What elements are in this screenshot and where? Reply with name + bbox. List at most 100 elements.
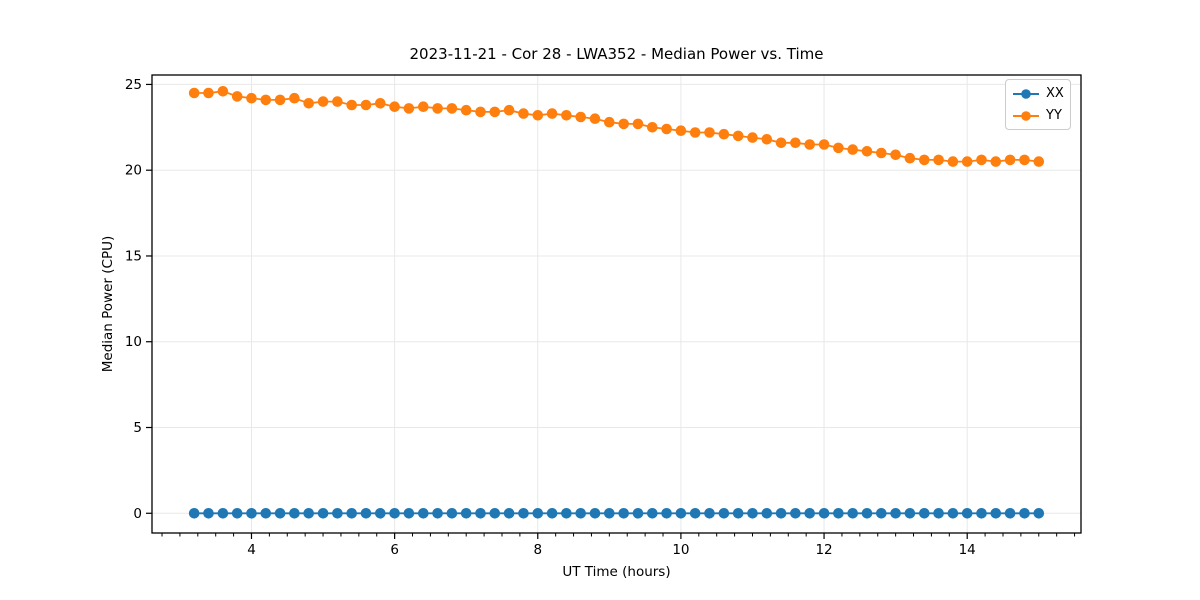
data-point-yy — [675, 125, 687, 136]
data-point-xx — [217, 508, 229, 519]
data-point-xx — [460, 508, 472, 519]
data-point-yy — [718, 128, 730, 140]
y-tick-label: 25 — [125, 77, 142, 93]
data-point-xx — [188, 508, 200, 519]
data-point-yy — [389, 101, 400, 112]
data-point-yy — [847, 144, 858, 155]
data-point-yy — [575, 111, 586, 123]
data-point-xx — [689, 508, 701, 519]
data-point-xx — [561, 508, 572, 519]
data-point-yy — [432, 103, 443, 114]
data-point-yy — [460, 104, 472, 116]
data-point-xx — [890, 508, 901, 519]
data-point-xx — [446, 508, 458, 519]
legend-marker-xx-icon — [1013, 88, 1039, 99]
data-point-xx — [1033, 508, 1045, 519]
legend-item-xx: XX — [1012, 84, 1064, 103]
data-point-yy — [775, 137, 787, 149]
data-point-xx — [260, 508, 272, 519]
data-point-xx — [961, 508, 973, 519]
data-point-xx — [418, 508, 429, 519]
data-point-yy — [561, 110, 572, 121]
data-point-yy — [604, 116, 615, 128]
data-point-xx — [475, 508, 486, 519]
data-point-xx — [1019, 508, 1030, 519]
data-point-xx — [661, 508, 672, 519]
data-point-yy — [274, 94, 286, 106]
axes-spines — [151, 74, 1082, 534]
data-point-xx — [274, 508, 286, 519]
data-point-yy — [732, 130, 744, 142]
data-point-xx — [876, 508, 887, 519]
data-point-yy — [1004, 154, 1016, 166]
data-point-xx — [375, 508, 386, 519]
data-point-yy — [1019, 154, 1030, 166]
data-point-xx — [847, 508, 858, 519]
data-point-xx — [546, 508, 558, 519]
data-point-xx — [804, 508, 815, 519]
data-point-yy — [904, 152, 916, 164]
series-xx — [188, 508, 1045, 519]
data-point-xx — [575, 508, 586, 519]
data-point-xx — [618, 508, 629, 519]
data-point-yy — [661, 123, 672, 135]
data-point-yy — [518, 108, 529, 119]
data-point-xx — [976, 508, 987, 519]
data-point-yy — [503, 104, 515, 116]
data-point-yy — [947, 156, 959, 167]
data-point-yy — [317, 96, 329, 107]
legend-label-xx: XX — [1046, 86, 1064, 101]
data-point-yy — [761, 134, 773, 145]
data-point-xx — [360, 508, 372, 519]
data-point-yy — [804, 139, 815, 150]
x-tick-label: 10 — [672, 542, 689, 558]
data-point-yy — [332, 96, 343, 107]
y-tick-label: 5 — [133, 420, 142, 436]
data-point-yy — [217, 86, 229, 97]
data-point-yy — [990, 156, 1002, 167]
data-point-yy — [203, 87, 214, 99]
data-point-yy — [532, 110, 544, 121]
data-point-xx — [947, 508, 959, 519]
y-tick-label: 15 — [125, 248, 142, 264]
data-point-xx — [589, 508, 601, 519]
data-point-xx — [231, 508, 243, 519]
data-point-yy — [375, 98, 386, 109]
data-point-yy — [704, 127, 715, 138]
data-point-xx — [489, 508, 501, 519]
y-axis-label: Median Power (CPU) — [100, 235, 116, 373]
data-point-yy — [1033, 156, 1045, 167]
data-point-yy — [818, 139, 830, 150]
data-point-xx — [632, 508, 644, 519]
legend: XX YY — [1005, 79, 1071, 130]
x-tick-label: 4 — [247, 542, 256, 558]
data-point-yy — [632, 118, 644, 130]
data-point-yy — [188, 87, 200, 99]
data-point-yy — [360, 99, 372, 111]
data-point-yy — [919, 154, 930, 166]
data-point-xx — [732, 508, 744, 519]
data-point-xx — [246, 508, 257, 519]
data-point-xx — [432, 508, 443, 519]
data-point-yy — [446, 103, 458, 114]
data-point-yy — [589, 113, 601, 124]
y-axis: 0 5 10 15 20 25 — [125, 77, 152, 522]
data-point-yy — [933, 154, 944, 166]
data-point-yy — [403, 103, 415, 114]
data-point-yy — [747, 132, 758, 143]
data-point-xx — [704, 508, 715, 519]
y-tick-label: 20 — [125, 163, 142, 179]
data-point-yy — [246, 92, 257, 104]
data-point-xx — [761, 508, 773, 519]
x-tick-label: 12 — [815, 542, 832, 558]
data-point-yy — [289, 92, 300, 104]
x-tick-label: 14 — [959, 542, 976, 558]
data-point-xx — [346, 508, 358, 519]
x-tick-label: 6 — [390, 542, 399, 558]
data-point-yy — [418, 101, 429, 112]
chart-title: 2023-11-21 - Cor 28 - LWA352 - Median Po… — [409, 45, 824, 63]
data-point-yy — [861, 146, 873, 157]
data-point-xx — [289, 508, 300, 519]
data-point-xx — [861, 508, 873, 519]
